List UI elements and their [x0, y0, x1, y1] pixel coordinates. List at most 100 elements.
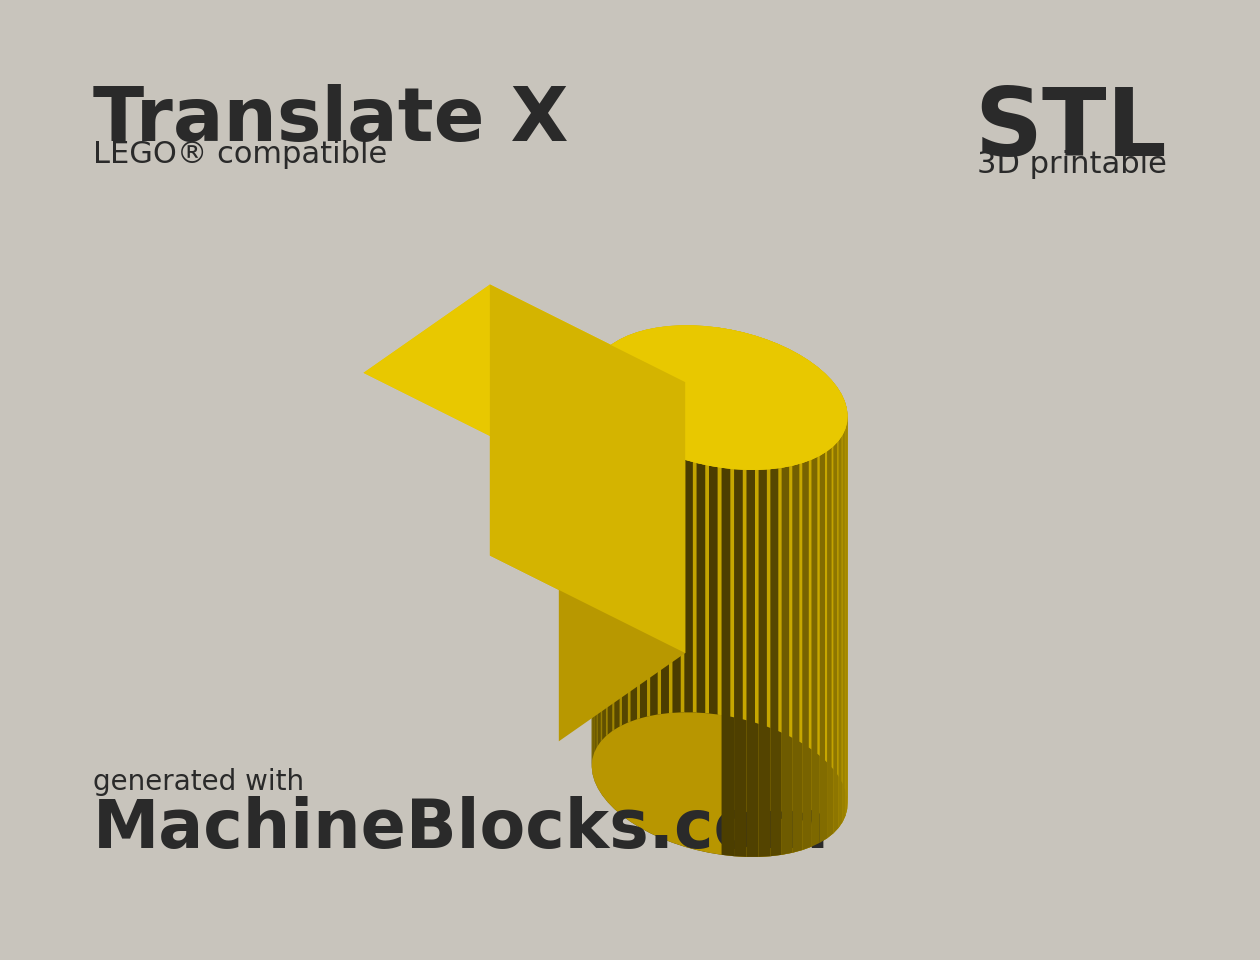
Polygon shape: [809, 360, 818, 754]
Polygon shape: [759, 469, 770, 857]
Polygon shape: [779, 344, 789, 736]
Polygon shape: [755, 336, 767, 727]
Polygon shape: [811, 456, 820, 847]
Polygon shape: [820, 451, 827, 843]
Polygon shape: [662, 451, 673, 843]
Polygon shape: [658, 326, 669, 714]
Polygon shape: [593, 360, 597, 754]
Polygon shape: [832, 380, 837, 774]
Polygon shape: [844, 401, 847, 795]
Polygon shape: [601, 349, 606, 741]
Polygon shape: [832, 380, 837, 774]
Polygon shape: [842, 395, 844, 788]
Polygon shape: [595, 394, 597, 788]
Polygon shape: [833, 441, 839, 833]
Polygon shape: [592, 325, 848, 469]
Polygon shape: [607, 415, 615, 809]
Polygon shape: [597, 401, 602, 795]
Polygon shape: [799, 354, 809, 748]
Polygon shape: [803, 460, 811, 850]
Polygon shape: [770, 468, 781, 856]
Polygon shape: [731, 329, 743, 719]
Polygon shape: [818, 367, 825, 760]
Polygon shape: [833, 441, 839, 833]
Polygon shape: [680, 325, 693, 712]
Polygon shape: [640, 441, 650, 833]
Polygon shape: [837, 387, 842, 781]
Text: STL: STL: [974, 84, 1167, 176]
Polygon shape: [673, 456, 684, 847]
Polygon shape: [789, 349, 799, 742]
Polygon shape: [843, 428, 845, 822]
Polygon shape: [735, 469, 746, 857]
Polygon shape: [592, 325, 848, 469]
Polygon shape: [606, 344, 612, 736]
Polygon shape: [615, 421, 622, 816]
Polygon shape: [837, 387, 842, 781]
Polygon shape: [820, 451, 827, 843]
Polygon shape: [630, 435, 640, 828]
Polygon shape: [620, 336, 627, 727]
Polygon shape: [746, 469, 759, 857]
Polygon shape: [811, 456, 820, 847]
Polygon shape: [693, 325, 706, 713]
Polygon shape: [825, 373, 832, 767]
Polygon shape: [818, 367, 825, 760]
Polygon shape: [718, 327, 731, 716]
Polygon shape: [793, 463, 803, 852]
Polygon shape: [845, 422, 847, 816]
Polygon shape: [843, 428, 845, 822]
Text: generated with: generated with: [93, 768, 304, 796]
Polygon shape: [648, 327, 658, 716]
Text: MachineBlocks.com: MachineBlocks.com: [93, 796, 829, 862]
Polygon shape: [825, 373, 832, 767]
Polygon shape: [490, 284, 685, 653]
Polygon shape: [755, 336, 767, 727]
Polygon shape: [735, 469, 746, 857]
Polygon shape: [559, 382, 685, 741]
Polygon shape: [602, 408, 607, 803]
Polygon shape: [731, 329, 743, 719]
Polygon shape: [809, 360, 818, 754]
Polygon shape: [839, 435, 843, 828]
Polygon shape: [622, 428, 630, 822]
Polygon shape: [839, 435, 843, 828]
Polygon shape: [743, 332, 755, 723]
Polygon shape: [718, 327, 731, 716]
Polygon shape: [842, 395, 844, 788]
Polygon shape: [592, 387, 595, 781]
Polygon shape: [779, 344, 789, 736]
Polygon shape: [627, 332, 638, 723]
Polygon shape: [767, 340, 779, 732]
Polygon shape: [364, 284, 685, 470]
Polygon shape: [709, 466, 722, 854]
Polygon shape: [650, 446, 662, 838]
Polygon shape: [364, 284, 685, 470]
Polygon shape: [799, 354, 809, 748]
Polygon shape: [490, 284, 685, 653]
Polygon shape: [781, 466, 793, 854]
Polygon shape: [684, 460, 697, 850]
Polygon shape: [669, 325, 680, 713]
Polygon shape: [827, 446, 833, 838]
Polygon shape: [597, 354, 601, 748]
Polygon shape: [612, 340, 620, 731]
Polygon shape: [767, 340, 779, 732]
Polygon shape: [706, 326, 718, 714]
Polygon shape: [827, 446, 833, 838]
Polygon shape: [781, 466, 793, 854]
Polygon shape: [592, 367, 593, 760]
Polygon shape: [746, 469, 759, 857]
Polygon shape: [844, 401, 847, 795]
Text: LEGO® compatible: LEGO® compatible: [93, 140, 387, 169]
Polygon shape: [638, 329, 648, 719]
Polygon shape: [722, 468, 735, 856]
Polygon shape: [697, 463, 709, 852]
Polygon shape: [722, 468, 735, 856]
Polygon shape: [759, 469, 770, 857]
Polygon shape: [789, 349, 799, 742]
Polygon shape: [770, 468, 781, 856]
Polygon shape: [743, 332, 755, 723]
Polygon shape: [845, 422, 847, 816]
Polygon shape: [793, 463, 803, 852]
